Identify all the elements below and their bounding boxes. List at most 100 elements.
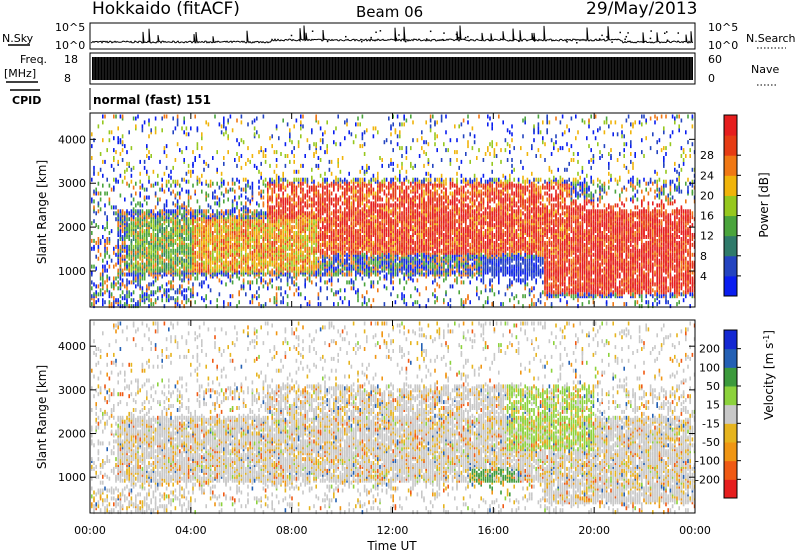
power-cell bbox=[251, 219, 254, 224]
power-cell bbox=[344, 288, 346, 293]
power-cell bbox=[231, 280, 234, 285]
power-cell bbox=[220, 130, 223, 135]
power-cell bbox=[161, 183, 163, 188]
power-cell bbox=[374, 215, 377, 220]
power-cell bbox=[97, 248, 100, 253]
power-cell bbox=[297, 144, 300, 149]
power-cell bbox=[185, 126, 188, 131]
power-cell bbox=[328, 193, 331, 198]
power-cell bbox=[319, 302, 322, 307]
power-cell bbox=[104, 290, 106, 295]
power-cell bbox=[366, 250, 368, 255]
power-cell bbox=[163, 146, 166, 151]
power-cell bbox=[209, 264, 212, 269]
power-cell bbox=[176, 242, 179, 247]
power-cell bbox=[108, 264, 111, 269]
power-cell bbox=[335, 290, 337, 295]
power-cell bbox=[366, 290, 368, 295]
nsky-line bbox=[90, 25, 694, 44]
power-cell bbox=[344, 227, 346, 232]
power-cell bbox=[335, 248, 337, 253]
power-cell bbox=[207, 163, 210, 168]
power-cell bbox=[115, 205, 117, 210]
power-cell bbox=[372, 240, 375, 245]
power-cell bbox=[357, 235, 359, 239]
power-cell bbox=[141, 286, 144, 291]
power-cell bbox=[240, 252, 243, 257]
power-cell bbox=[154, 219, 157, 224]
power-cell bbox=[359, 177, 361, 182]
power-cell bbox=[344, 272, 346, 277]
power-cell bbox=[317, 181, 320, 186]
power-cell bbox=[91, 302, 93, 307]
freq-strip bbox=[89, 52, 696, 85]
power-cell bbox=[104, 248, 106, 253]
power-cell bbox=[379, 195, 381, 200]
power-cell bbox=[220, 191, 223, 196]
power-cell bbox=[355, 197, 357, 202]
power-cell bbox=[165, 179, 168, 184]
power-cell bbox=[218, 268, 221, 273]
power-cell bbox=[119, 138, 122, 143]
power-cell bbox=[207, 266, 210, 271]
power-cell bbox=[174, 183, 177, 188]
power-cell bbox=[326, 240, 328, 245]
power-cell bbox=[143, 292, 146, 297]
power-cell bbox=[315, 242, 317, 247]
power-cell bbox=[150, 290, 152, 295]
power-cell bbox=[297, 209, 300, 214]
power-cell bbox=[187, 223, 190, 228]
power-cell bbox=[203, 209, 205, 214]
power-cell bbox=[176, 191, 179, 196]
power-cell bbox=[183, 158, 185, 162]
power-cell bbox=[231, 242, 234, 247]
power-cell bbox=[289, 209, 291, 214]
power-cell bbox=[179, 183, 181, 188]
power-cell bbox=[179, 195, 181, 200]
power-cell bbox=[124, 240, 126, 245]
power-cell bbox=[330, 272, 333, 277]
power-cell bbox=[399, 278, 401, 283]
power-cell bbox=[163, 304, 166, 309]
power-cell bbox=[346, 280, 348, 285]
power-cell bbox=[302, 209, 304, 214]
power-cell bbox=[363, 237, 366, 241]
power-cell bbox=[126, 161, 128, 166]
power-cell bbox=[185, 189, 188, 194]
power-cell bbox=[374, 223, 377, 228]
power-cell bbox=[335, 181, 337, 186]
power-cell bbox=[258, 248, 260, 253]
power-cell bbox=[306, 223, 309, 228]
power-cell bbox=[383, 189, 386, 194]
cpid-value: normal (fast) 151 bbox=[93, 93, 211, 107]
power-cell bbox=[335, 237, 337, 241]
power-cell bbox=[278, 219, 280, 224]
power-cell bbox=[148, 270, 150, 275]
power-cell bbox=[121, 134, 124, 139]
power-cell bbox=[258, 185, 260, 190]
power-cell bbox=[121, 179, 124, 184]
power-cell bbox=[172, 189, 174, 194]
power-cell bbox=[394, 231, 397, 235]
power-cell bbox=[165, 288, 168, 293]
power-cell bbox=[108, 254, 111, 259]
power-cell bbox=[295, 225, 298, 230]
power-cell bbox=[282, 229, 284, 234]
power-cell bbox=[377, 280, 379, 285]
power-cell bbox=[179, 266, 181, 271]
power-cell bbox=[374, 256, 377, 261]
power-cell bbox=[324, 191, 326, 196]
power-cell bbox=[289, 223, 291, 228]
power-cell bbox=[247, 146, 249, 151]
power-cell bbox=[339, 213, 342, 218]
power-cell bbox=[220, 280, 223, 285]
power-cell bbox=[377, 209, 379, 214]
power-cell bbox=[196, 233, 199, 237]
power-cell bbox=[141, 183, 144, 188]
power-cell bbox=[194, 250, 196, 255]
power-cell bbox=[282, 238, 284, 243]
power-cell bbox=[238, 179, 240, 184]
power-cell bbox=[201, 268, 203, 273]
power-cell bbox=[280, 221, 282, 226]
power-cell bbox=[181, 187, 183, 192]
